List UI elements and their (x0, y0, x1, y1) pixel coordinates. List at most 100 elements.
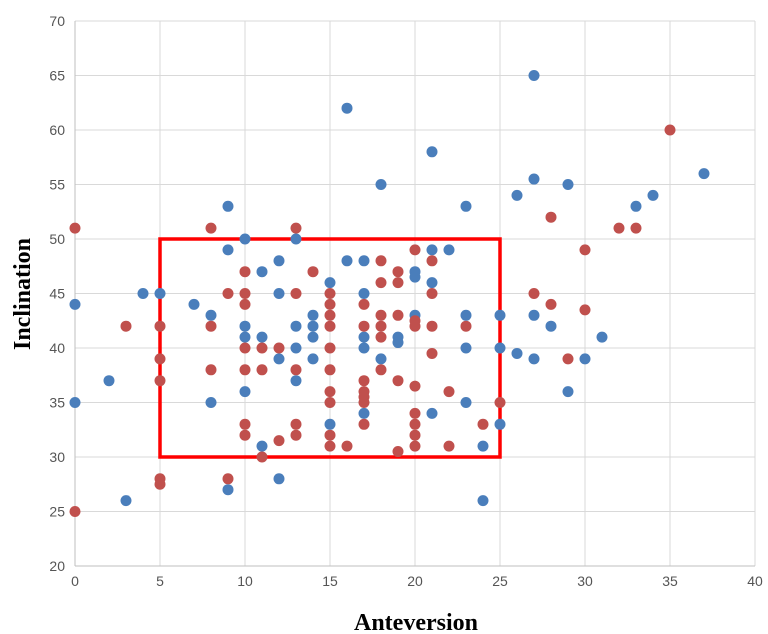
y-tick-label: 65 (49, 68, 65, 84)
data-point (358, 375, 370, 387)
data-point (341, 255, 353, 267)
data-point (528, 353, 540, 365)
data-point (409, 380, 421, 392)
data-point (239, 429, 251, 441)
data-point (239, 342, 251, 354)
data-point (222, 484, 234, 496)
data-point (375, 277, 387, 289)
data-point (290, 222, 302, 234)
data-point (426, 244, 438, 256)
data-point (477, 418, 489, 430)
data-point (69, 397, 81, 408)
y-tick-label: 40 (49, 340, 65, 356)
data-point (392, 337, 404, 349)
data-point (324, 440, 336, 452)
data-point (647, 189, 659, 201)
data-point (511, 347, 523, 359)
data-point (307, 266, 319, 278)
data-point (120, 320, 132, 332)
data-point (375, 364, 387, 376)
data-point (426, 347, 438, 359)
data-point (358, 331, 370, 343)
data-point (324, 320, 336, 332)
data-point (273, 288, 285, 299)
data-point (239, 266, 251, 278)
data-point (290, 418, 302, 430)
data-point (273, 342, 285, 354)
data-point (375, 331, 387, 343)
data-point (307, 331, 319, 343)
data-point (324, 397, 336, 408)
data-point (426, 277, 438, 289)
data-point (273, 435, 285, 447)
data-point (409, 244, 421, 256)
data-point (358, 288, 370, 299)
data-point (613, 222, 625, 234)
y-tick-label: 25 (49, 504, 65, 520)
series-1 (69, 70, 710, 507)
y-axis-title: Inclination (10, 238, 36, 350)
data-point (426, 407, 438, 419)
data-point (341, 102, 353, 114)
data-points (69, 70, 710, 517)
data-point (375, 353, 387, 365)
data-point (528, 309, 540, 321)
data-point (205, 309, 217, 321)
x-tick-label: 0 (71, 573, 79, 589)
y-tick-label: 50 (49, 231, 65, 247)
data-point (579, 304, 591, 316)
data-point (443, 244, 455, 256)
data-point (256, 451, 268, 463)
y-tick-label: 60 (49, 122, 65, 138)
data-point (392, 277, 404, 289)
data-point (256, 440, 268, 452)
data-point (256, 266, 268, 278)
data-point (324, 386, 336, 398)
data-point (528, 173, 540, 185)
data-point (69, 506, 81, 517)
data-point (494, 309, 506, 321)
data-point (205, 397, 217, 408)
x-tick-label: 15 (322, 573, 338, 589)
data-point (69, 222, 81, 234)
y-tick-label: 30 (49, 449, 65, 465)
data-point (358, 342, 370, 354)
data-point (392, 446, 404, 458)
data-point (307, 353, 319, 365)
data-point (222, 200, 234, 212)
data-point (324, 288, 336, 299)
data-point (324, 309, 336, 321)
data-point (630, 200, 642, 212)
data-point (239, 418, 251, 430)
data-point (528, 70, 540, 81)
data-point (188, 298, 200, 310)
data-point (562, 353, 574, 365)
data-point (358, 397, 370, 408)
y-tick-labels: 20 25 30 35 40 45 50 55 60 65 70 (49, 13, 65, 574)
y-tick-label: 45 (49, 286, 65, 302)
data-point (222, 244, 234, 256)
data-point (239, 320, 251, 332)
data-point (154, 353, 166, 365)
data-point (341, 440, 353, 452)
data-point (443, 440, 455, 452)
data-point (460, 320, 472, 332)
data-point (273, 473, 285, 485)
data-point (307, 320, 319, 332)
data-point (460, 342, 472, 354)
data-point (664, 124, 676, 136)
data-point (494, 418, 506, 430)
data-point (154, 320, 166, 332)
data-point (358, 320, 370, 332)
data-point (494, 342, 506, 354)
data-point (256, 342, 268, 354)
data-point (137, 288, 149, 299)
data-point (426, 146, 438, 158)
y-tick-label: 70 (49, 13, 65, 29)
data-point (545, 320, 557, 332)
data-point (239, 298, 251, 310)
data-point (273, 353, 285, 365)
data-point (358, 418, 370, 430)
data-point (239, 233, 251, 245)
